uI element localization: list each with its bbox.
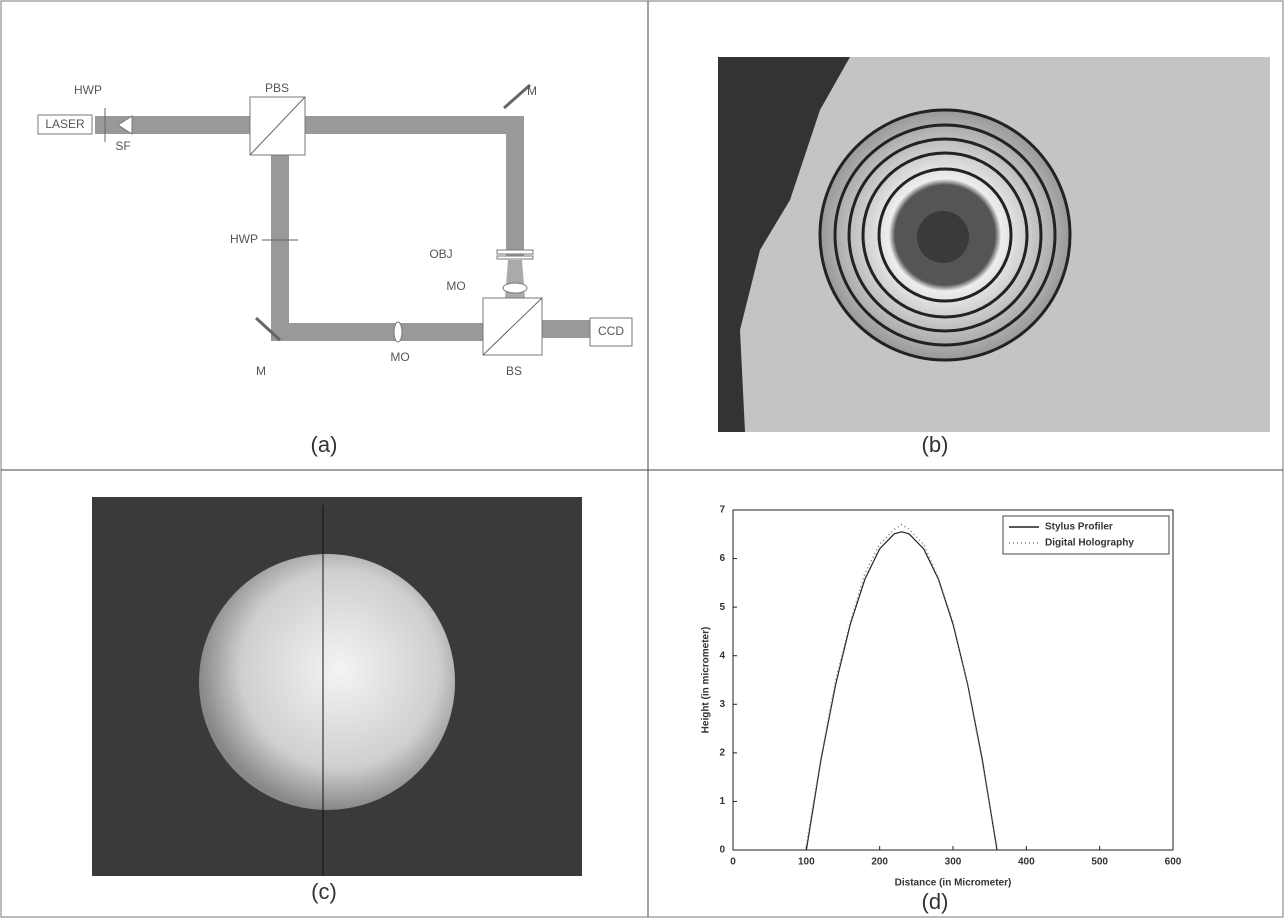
- y-tick-label: 6: [719, 553, 725, 564]
- legend-label: Digital Holography: [1045, 538, 1134, 549]
- y-tick-label: 5: [719, 602, 725, 613]
- page: 0 100 200 300 400 500 600 0 1 2 3 4 5 6 7 Stylus Profil…: [0, 0, 1284, 918]
- panel-label: (b): [922, 432, 949, 457]
- center: [917, 211, 969, 263]
- component-label: LASER: [45, 117, 85, 131]
- x-tick-label: 500: [1091, 857, 1108, 868]
- component-label: SF: [115, 139, 130, 153]
- component-label: MO: [390, 350, 409, 364]
- x-tick-label: 600: [1165, 857, 1182, 868]
- plot-area: [733, 510, 1173, 850]
- component-label: HWP: [74, 83, 102, 97]
- x-axis-label: Distance (in Micrometer): [895, 878, 1012, 889]
- x-tick-label: 100: [798, 857, 815, 868]
- panel-label: (d): [922, 889, 949, 914]
- y-axis-label: Height (in micrometer): [701, 627, 712, 734]
- figure: 0 100 200 300 400 500 600 0 1 2 3 4 5 6 7 Stylus Profil…: [0, 0, 1284, 918]
- component-label: BS: [506, 364, 522, 378]
- y-tick-label: 4: [719, 650, 725, 661]
- x-tick-label: 400: [1018, 857, 1035, 868]
- x-tick-label: 200: [871, 857, 888, 868]
- y-tick-label: 2: [719, 747, 725, 758]
- component-label: OBJ: [429, 247, 452, 261]
- component-label: M: [256, 364, 266, 378]
- panel-label: (c): [311, 879, 337, 904]
- x-tick-label: 300: [945, 857, 962, 868]
- panel-label: (a): [311, 432, 338, 457]
- x-tick-label: 0: [730, 857, 736, 868]
- component-label: HWP: [230, 232, 258, 246]
- y-tick-label: 3: [719, 699, 725, 710]
- legend-label: Stylus Profiler: [1045, 522, 1113, 533]
- component-label: M: [527, 84, 537, 98]
- y-tick-label: 7: [719, 505, 725, 516]
- y-tick-label: 1: [719, 796, 725, 807]
- sphere: [199, 554, 455, 810]
- component-label: MO: [446, 279, 465, 293]
- component-label: CCD: [598, 324, 624, 338]
- y-tick-label: 0: [719, 845, 725, 856]
- component-label: PBS: [265, 81, 289, 95]
